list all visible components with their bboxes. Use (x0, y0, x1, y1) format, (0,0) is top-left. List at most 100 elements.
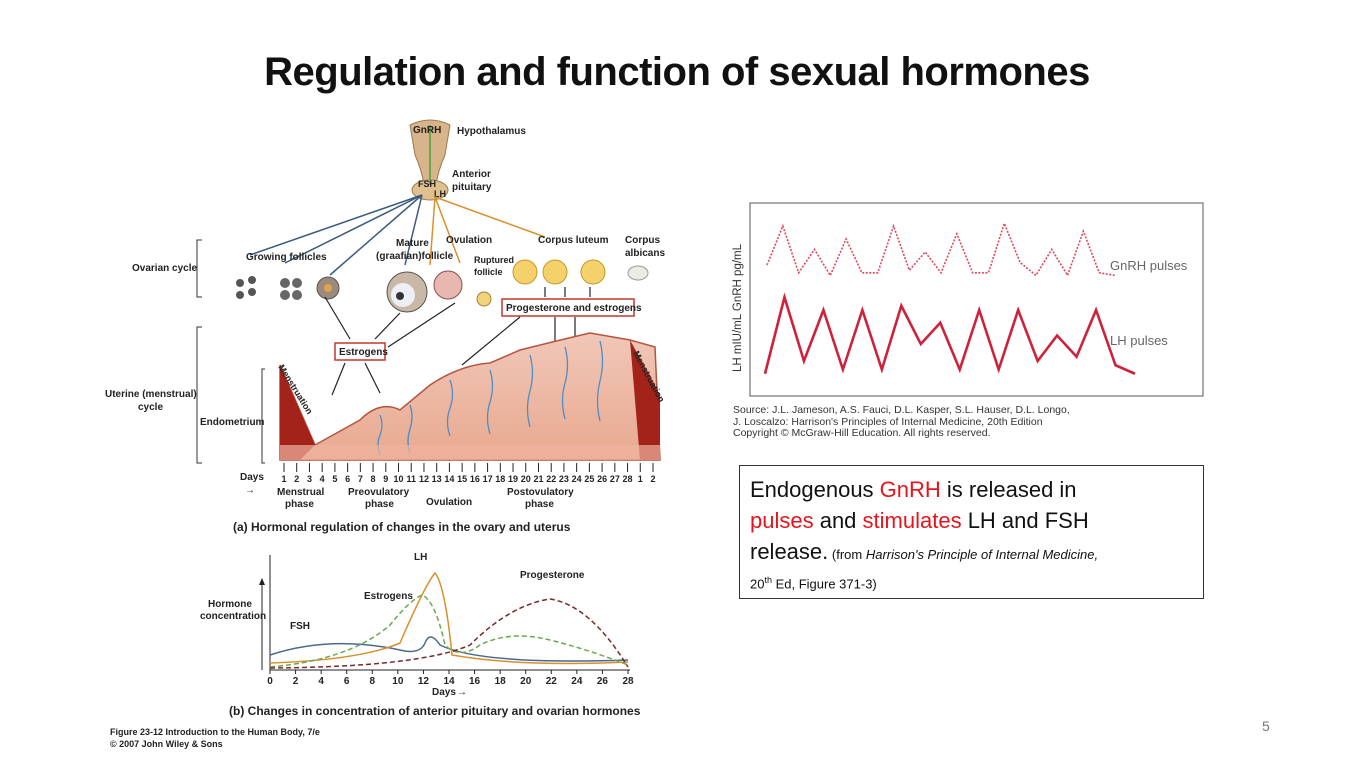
day-tick-label: 1 (281, 474, 286, 484)
caption-release: release. (750, 539, 829, 564)
preovulatory-phase-label: Preovulatory (348, 487, 410, 498)
pituitary-label: pituitary (452, 182, 492, 193)
caption-line-3: release. (from Harrison's Principle of I… (750, 536, 1193, 570)
lh-pulses-line (763, 292, 1136, 375)
day-tick-label: 25 (584, 474, 594, 484)
endometrium-label: Endometrium (200, 417, 265, 428)
ruptured-label: Ruptured (474, 255, 514, 265)
lh-points (764, 297, 1136, 374)
endometrium-graphic (279, 332, 661, 461)
day-tick-label: 2 (294, 474, 299, 484)
day-tick-label: 24 (572, 474, 582, 484)
corpus-luteum-label: Corpus luteum (538, 235, 609, 246)
day-tick-label: 26 (597, 474, 607, 484)
hormone-xtick-label: 22 (546, 676, 558, 687)
day-tick-label: 5 (332, 474, 337, 484)
day-tick-label: 20 (521, 474, 531, 484)
growing-follicles-label: Growing follicles (246, 252, 327, 263)
day-tick-label: 17 (483, 474, 493, 484)
hormone-xtick-label: 6 (344, 676, 350, 687)
caption-text: LH and FSH (961, 508, 1089, 533)
figure-credit-line-2: © 2007 John Wiley & Sons (110, 739, 223, 749)
source-line-2: J. Loscalzo: Harrison's Principles of In… (733, 415, 1043, 428)
progesterone-curve (269, 598, 629, 669)
graafian-label: (graafian)follicle (376, 251, 454, 262)
hormone-arrows (324, 287, 591, 396)
hormone-ylabel-2: concentration (200, 611, 266, 622)
estrogens-series-label: Estrogens (364, 591, 413, 602)
day-tick-label: 8 (371, 474, 376, 484)
caption-book-title: Harrison's Principle of Internal Medicin… (865, 547, 1099, 562)
day-tick-label: 4 (320, 474, 325, 484)
caption-pulses: pulses (750, 508, 814, 533)
estrogens-curve (269, 594, 629, 668)
figure-credit-line-1: Figure 23-12 Introduction to the Human B… (110, 727, 320, 737)
page-number: 5 (1262, 718, 1270, 734)
follicle-graphics (236, 259, 649, 313)
caption-text: is released in (940, 477, 1077, 502)
lh-label-top: LH (434, 189, 446, 199)
figure-credit: Figure 23-12 Introduction to the Human B… (110, 726, 320, 750)
hormone-xtick-label: 8 (370, 676, 376, 687)
follicle-label: follicle (474, 267, 503, 277)
hormone-xtick-label: 0 (267, 676, 273, 687)
postovulatory-phase-label-2: phase (525, 499, 554, 510)
fsh-curve (269, 636, 629, 662)
day-tick-label: 28 (623, 474, 633, 484)
day-ticks (283, 463, 654, 472)
uterine-label: Uterine (menstrual) (105, 389, 197, 400)
source-note: Source: J.L. Jameson, A.S. Fauci, D.L. K… (733, 404, 1070, 440)
hormone-xtick-label: 14 (443, 676, 455, 687)
caption-figure-ref: Ed, Figure 371-3) (771, 576, 877, 592)
day-tick-label: 7 (358, 474, 363, 484)
gnrh-lh-pulse-chart: LH mIU/mL GnRH pg/mL GnRH pulses LH puls… (732, 202, 1204, 397)
caption-text: Endogenous (750, 477, 880, 502)
lh-curve (269, 571, 629, 665)
caption-line-2: pulses and stimulates LH and FSH (750, 505, 1193, 536)
day-tick-label: 13 (432, 474, 442, 484)
hormone-xtick-label: 28 (622, 676, 634, 687)
hormone-xtick-label: 4 (318, 676, 324, 687)
day-labels: 1 2 3 4 5 6 7 8 9 10 11 12 13 14 15 16 17 18 19 20 21 22 23 24 2… (281, 474, 655, 484)
caption-from: (from (828, 547, 866, 562)
menstrual-phase-label: Menstrual (277, 487, 324, 498)
gnrh-points (766, 223, 1116, 276)
ovarian-uterine-cycle-figure: GnRH Hypothalamus Anterior pituitary FSH… (105, 119, 667, 718)
day-tick-label: 14 (444, 474, 454, 484)
ovulation-stage-label: Ovulation (446, 235, 492, 246)
day-tick-label: 2 (650, 474, 655, 484)
lh-series-label: LH (414, 552, 427, 563)
day-tick-label: 11 (406, 474, 416, 484)
hormone-xtick-label: 2 (293, 676, 299, 687)
mature-label: Mature (396, 238, 429, 249)
source-line-3: Copyright © McGraw-Hill Education. All r… (733, 427, 991, 439)
hormone-xlabel: Days (432, 687, 456, 698)
hormone-xtick-label: 18 (495, 676, 507, 687)
source-line-1: Source: J.L. Jameson, A.S. Fauci, D.L. K… (733, 404, 1070, 416)
hormone-xtick-label: 26 (597, 676, 609, 687)
anterior-label: Anterior (452, 169, 491, 180)
day-tick-label: 9 (383, 474, 388, 484)
chart-frame (749, 202, 1204, 397)
day-tick-label: 16 (470, 474, 480, 484)
ovulation-phase-label: Ovulation (426, 497, 472, 508)
caption-gnrh: GnRH (879, 477, 941, 502)
hormone-xtick-label: 20 (520, 676, 532, 687)
hormone-curves (269, 571, 629, 669)
hormone-xtick-label: 12 (418, 676, 430, 687)
hypothalamus-label: Hypothalamus (457, 126, 526, 137)
caption-text: and (813, 508, 863, 533)
fsh-series-label: FSH (290, 621, 310, 632)
day-tick-label: 1 (638, 474, 643, 484)
xlabel-arrow-icon: → (457, 687, 467, 698)
hormone-xtick-label: 16 (469, 676, 481, 687)
day-tick-label: 15 (457, 474, 467, 484)
days-arrow-icon: → (245, 485, 255, 496)
fsh-label-top: FSH (418, 179, 436, 189)
hormone-ylabel: Hormone (208, 599, 252, 610)
day-tick-label: 18 (495, 474, 505, 484)
caption-a: (a) Hormonal regulation of changes in th… (233, 520, 571, 534)
fsh-arrows (249, 194, 423, 276)
day-tick-label: 6 (345, 474, 350, 484)
prog-estrogens-box: Progesterone and estrogens (506, 303, 642, 314)
